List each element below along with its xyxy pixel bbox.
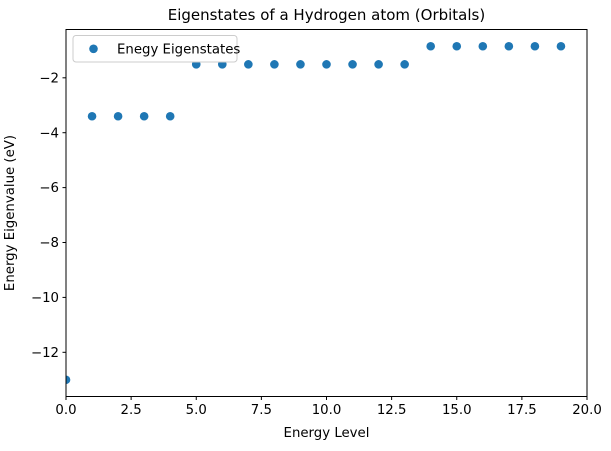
data-point	[66, 375, 71, 385]
legend-marker-icon	[89, 44, 98, 54]
x-tick-label: 15.0	[442, 403, 472, 418]
x-tick-label: 17.5	[507, 403, 537, 418]
data-point	[478, 41, 488, 51]
legend-box	[72, 35, 238, 63]
y-tick-label: −2	[39, 71, 59, 86]
x-axis: 0.0 2.5 5.0 7.5 10.0 12.5 15.0 17.5 20.0	[55, 396, 602, 418]
data-point	[139, 111, 149, 121]
y-tick-label: −6	[39, 181, 59, 196]
scatter-series	[66, 41, 566, 385]
data-point	[322, 60, 331, 69]
x-tick-label: 5.0	[186, 403, 207, 418]
data-point	[244, 60, 253, 69]
chart-title: Eigenstates of a Hydrogen atom (Orbitals…	[168, 6, 485, 24]
data-point	[296, 60, 305, 69]
x-tick-label: 10.0	[312, 403, 342, 418]
x-tick-label: 0.0	[55, 403, 76, 418]
y-tick-label: −8	[39, 236, 59, 251]
y-axis: −2 −4 −6 −8 −10 −12	[31, 71, 66, 361]
legend-label: Enegy Eigenstates	[117, 42, 240, 57]
y-tick-label: −4	[39, 126, 59, 141]
x-tick-label: 12.5	[377, 403, 407, 418]
plot-background	[66, 29, 587, 397]
y-tick-label: −12	[31, 346, 59, 361]
data-point	[348, 60, 357, 69]
x-tick-label: 2.5	[121, 403, 142, 418]
y-axis-label: Energy Eigenvalue (eV)	[3, 135, 18, 291]
data-point	[113, 111, 123, 121]
data-point	[165, 111, 175, 121]
plot-border	[65, 29, 588, 397]
x-tick-label: 20.0	[572, 403, 602, 418]
data-point	[426, 41, 436, 51]
data-point	[452, 41, 462, 51]
x-tick-label: 7.5	[251, 403, 272, 418]
data-point	[374, 60, 383, 69]
data-point	[400, 60, 409, 69]
data-point	[504, 41, 514, 51]
data-point	[556, 41, 566, 51]
data-point	[270, 60, 279, 69]
x-axis-label: Energy Level	[284, 426, 370, 441]
data-point	[87, 111, 97, 121]
y-tick-label: −10	[31, 291, 59, 306]
legend: Enegy Eigenstates	[72, 35, 240, 63]
data-point	[530, 41, 540, 51]
